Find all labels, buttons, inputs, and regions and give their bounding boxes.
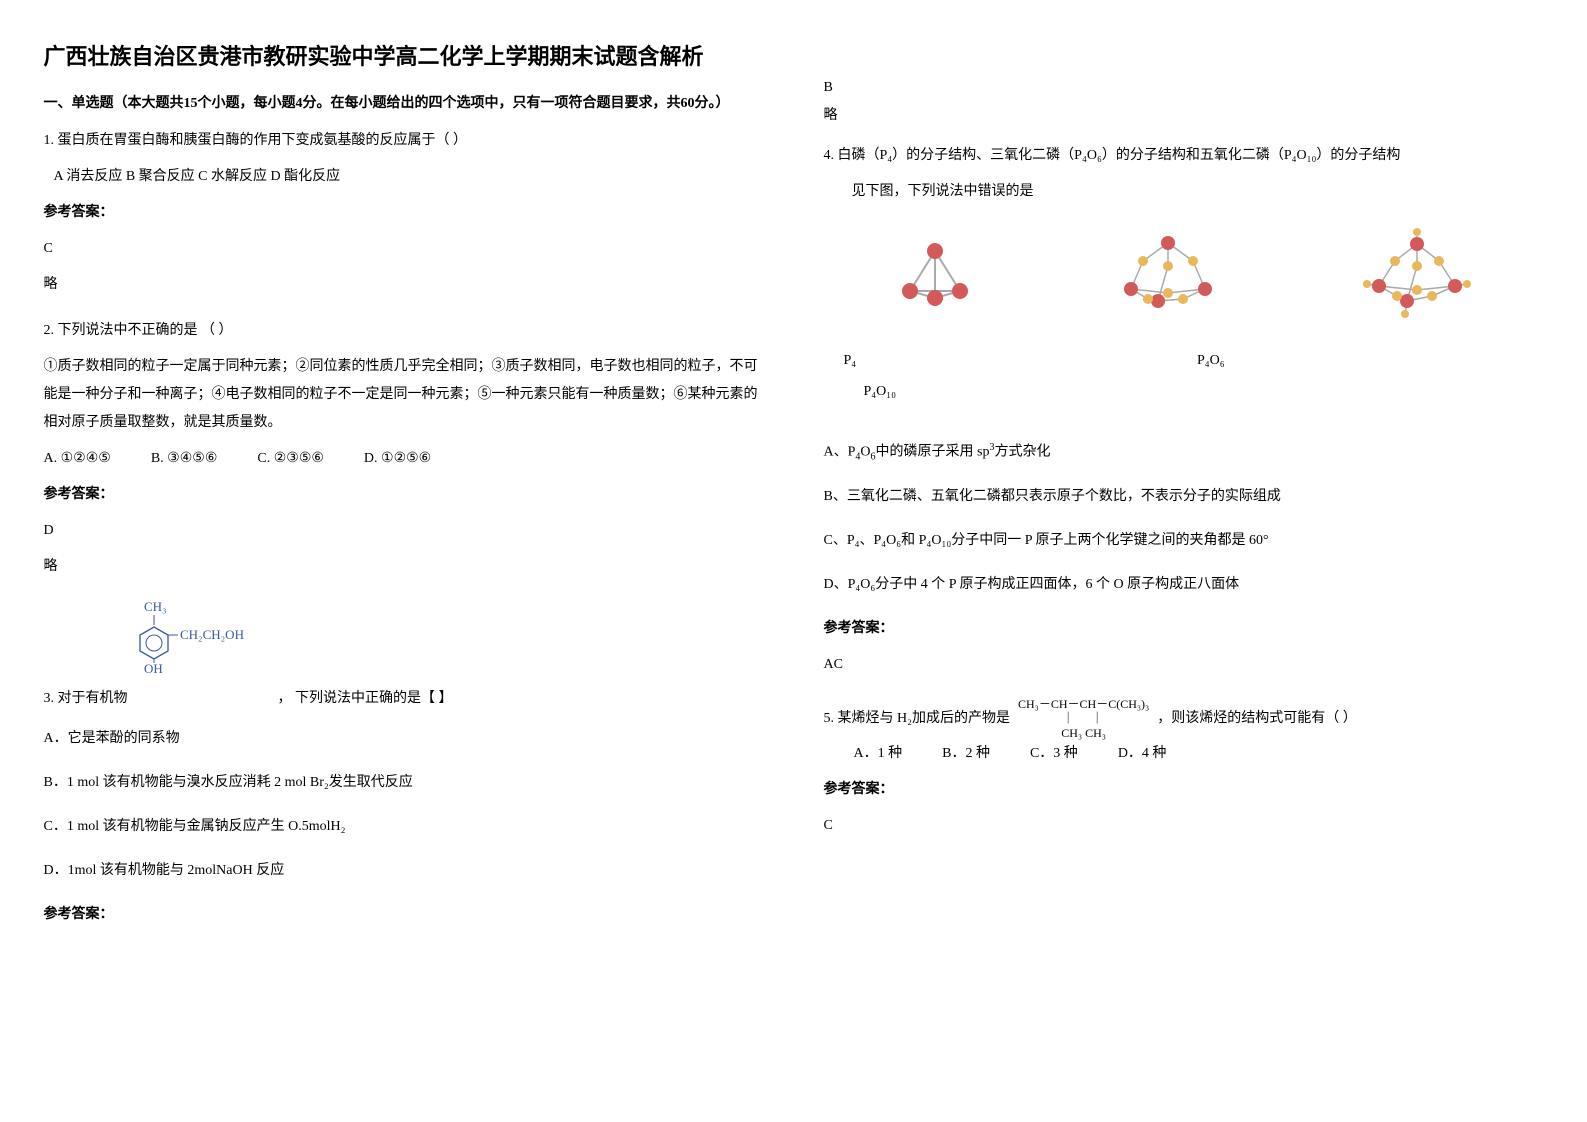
q5-formula: CH₃－CH－CH－C(CH₃)₃ ｜ ｜ CH₃ CH₃ xyxy=(1018,697,1149,740)
q2-opt-a: A. ①②④⑤ xyxy=(44,445,111,473)
q3-opt-a: A．它是苯酚的同系物 xyxy=(44,725,764,753)
col2-brief: 略 xyxy=(824,104,1544,124)
page-container: 广西壮族自治区贵港市教研实验中学高二化学上学期期末试题含解析 一、单选题（本大题… xyxy=(44,40,1544,947)
question-5: 5. 某烯烃与 H₂加成后的产物是 CH₃－CH－CH－C(CH₃)₃ ｜ ｜ … xyxy=(824,697,1544,840)
label-p4o6: P₄O₆ xyxy=(1197,353,1225,368)
q2-text: 2. 下列说法中不正确的是 （ ） xyxy=(44,317,764,345)
q3-opt-b: B．1 mol 该有机物能与溴水反应消耗 2 mol Br₂发生取代反应 xyxy=(44,769,764,797)
q4-opt-b: B、三氧化二磷、五氧化二磷都只表示原子个数比，不表示分子的实际组成 xyxy=(824,483,1544,511)
q3-opt-d: D．1mol 该有机物能与 2molNaOH 反应 xyxy=(44,857,764,885)
q5-suffix: ，则该烯烃的结构式可能有（ ） xyxy=(1157,705,1357,733)
exam-title: 广西壮族自治区贵港市教研实验中学高二化学上学期期末试题含解析 xyxy=(44,40,764,73)
q1-answer-label: 参考答案： xyxy=(44,199,764,227)
q4-opt-c: C、P₄、P₄O₆和 P₄O₁₀分子中同一 P 原子上两个化学键之间的夹角都是 … xyxy=(824,527,1544,555)
q2-options: A. ①②④⑤ B. ③④⑤⑥ C. ②③⑤⑥ D. ①②⑤⑥ xyxy=(44,445,764,473)
q3-suffix: ， 下列说法中正确的是【 】 xyxy=(278,685,453,713)
q3-prefix: 3. 对于有机物 xyxy=(44,685,128,713)
svg-text:CH₃: CH₃ xyxy=(144,599,167,614)
right-column: B 略 4. 白磷（P₄）的分子结构、三氧化二磷（P₄O₆）的分子结构和五氧化二… xyxy=(824,40,1544,947)
q4-answer: AC xyxy=(824,651,1544,679)
q5-opt-b: B．2 种 xyxy=(942,740,990,768)
q3-answer-label: 参考答案： xyxy=(44,901,764,929)
q2-opt-c: C. ②③⑤⑥ xyxy=(257,445,324,473)
q5-formula-top: CH₃－CH－CH－C(CH₃)₃ xyxy=(1018,697,1149,711)
label-p4o10: P₄O₁₀ xyxy=(864,384,897,399)
question-1: 1. 蛋白质在胃蛋白酶和胰蛋白酶的作用下变成氨基酸的反应属于（ ） A 消去反应… xyxy=(44,127,764,299)
q2-body: ①质子数相同的粒子一定属于同种元素；②同位素的性质几乎完全相同；③质子数相同，电… xyxy=(44,353,764,437)
q5-answer: C xyxy=(824,812,1544,840)
q4-text2: 见下图，下列说法中错误的是 xyxy=(824,178,1544,206)
p4-molecule-icon xyxy=(890,236,980,316)
q2-opt-d: D. ①②⑤⑥ xyxy=(364,445,431,473)
col2-answer-b: B xyxy=(824,80,1544,96)
svg-text:OH: OH xyxy=(144,661,163,674)
molecule-labels: P₄ P₄O₆ P₄O₁₀ xyxy=(844,346,1544,408)
q3-formula-block: CH₃ CH₂CH₂OH OH xyxy=(124,599,764,685)
q5-formula-bottom: CH₃ CH₃ xyxy=(1061,726,1106,740)
q5-line: 5. 某烯烃与 H₂加成后的产物是 CH₃－CH－CH－C(CH₃)₃ ｜ ｜ … xyxy=(824,697,1544,740)
q2-answer-label: 参考答案： xyxy=(44,481,764,509)
question-4: 4. 白磷（P₄）的分子结构、三氧化二磷（P₄O₆）的分子结构和五氧化二磷（P₄… xyxy=(824,142,1544,679)
question-2: 2. 下列说法中不正确的是 （ ） ①质子数相同的粒子一定属于同种元素；②同位素… xyxy=(44,317,764,581)
q1-answer: C xyxy=(44,235,764,263)
q4-opt-d: D、P₄O₆分子中 4 个 P 原子构成正四面体，6 个 O 原子构成正八面体 xyxy=(824,571,1544,599)
q5-opt-c: C．3 种 xyxy=(1030,740,1078,768)
q2-brief: 略 xyxy=(44,553,764,581)
q3-opt-c: C．1 mol 该有机物能与金属钠反应产生 O.5molH₂ xyxy=(44,813,764,841)
label-p4: P₄ xyxy=(844,346,1194,377)
p4o6-molecule-icon xyxy=(1113,231,1223,321)
q1-text: 1. 蛋白质在胃蛋白酶和胰蛋白酶的作用下变成氨基酸的反应属于（ ） xyxy=(44,127,764,155)
left-column: 广西壮族自治区贵港市教研实验中学高二化学上学期期末试题含解析 一、单选题（本大题… xyxy=(44,40,764,947)
q5-answer-label: 参考答案： xyxy=(824,776,1544,804)
q2-opt-b: B. ③④⑤⑥ xyxy=(151,445,218,473)
q5-prefix: 5. 某烯烃与 H₂加成后的产物是 xyxy=(824,705,1011,733)
q4-answer-label: 参考答案： xyxy=(824,615,1544,643)
q1-brief: 略 xyxy=(44,271,764,299)
q5-options: A．1 种 B．2 种 C．3 种 D．4 种 xyxy=(854,740,1544,768)
q4-opt-a: A、P4O6中的磷原子采用 sp3方式杂化 xyxy=(824,438,1544,467)
question-3: CH₃ CH₂CH₂OH OH 3. 对于有机物 ， 下列说法中正确的是【 】 … xyxy=(44,599,764,929)
molecules-row xyxy=(824,226,1544,326)
q3-line: 3. 对于有机物 ， 下列说法中正确的是【 】 xyxy=(44,685,764,713)
q4-text: 4. 白磷（P₄）的分子结构、三氧化二磷（P₄O₆）的分子结构和五氧化二磷（P₄… xyxy=(824,142,1544,170)
svg-text:CH₂CH₂OH: CH₂CH₂OH xyxy=(180,627,244,642)
q2-answer: D xyxy=(44,517,764,545)
p4o10-molecule-icon xyxy=(1357,226,1477,326)
section-header: 一、单选题（本大题共15个小题，每小题4分。在每小题给出的四个选项中，只有一项符… xyxy=(44,93,764,115)
q3-formula-svg: CH₃ CH₂CH₂OH OH xyxy=(124,599,264,674)
q5-opt-d: D．4 种 xyxy=(1118,740,1167,768)
q5-opt-a: A．1 种 xyxy=(854,740,903,768)
q1-options: A 消去反应 B 聚合反应 C 水解反应 D 酯化反应 xyxy=(54,163,764,191)
